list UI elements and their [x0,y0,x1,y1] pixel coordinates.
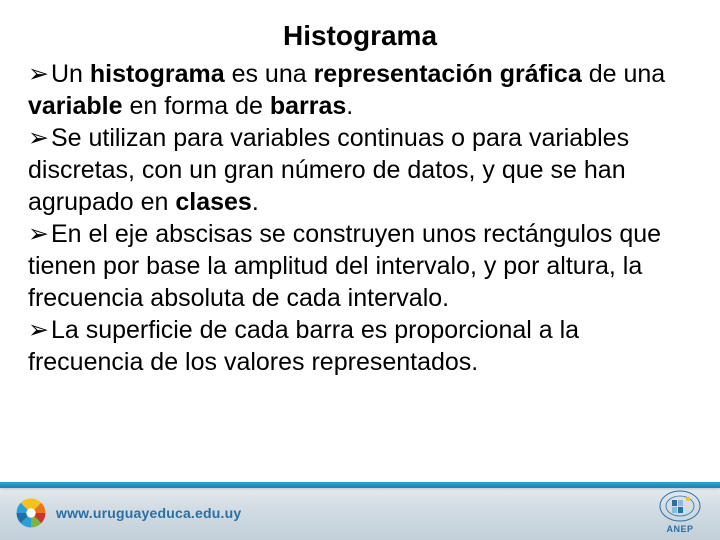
bullet-item: ➢Un histograma es una representación grá… [28,60,665,120]
page-title: Histograma [28,20,692,52]
bullet-arrow-icon: ➢ [28,314,49,346]
footer: www.uruguayeduca.edu.uy ANEP [0,478,720,540]
body-text: es una [225,60,314,88]
bold-text: histograma [90,60,225,88]
body-text: . [346,92,353,120]
bold-text: barras [270,92,346,120]
bullet-item: ➢Se utilizan para variables continuas o … [28,124,629,216]
body-text: En el eje abscisas se construyen unos re… [28,220,661,312]
body-text: . [252,188,259,216]
body-text: Se utilizan para variables continuas o p… [28,124,629,216]
footer-org-label: ANEP [658,524,702,534]
bold-text: variable [28,92,123,120]
bullet-arrow-icon: ➢ [28,58,49,90]
bullet-arrow-icon: ➢ [28,218,49,250]
bullet-arrow-icon: ➢ [28,122,49,154]
bullet-item: ➢La superficie de cada barra es proporci… [28,316,579,376]
body-text: en forma de [123,92,270,120]
bold-text: representación gráfica [314,60,582,88]
sunburst-icon [14,496,48,530]
slide-body: ➢Un histograma es una representación grá… [28,58,692,378]
anep-shield-icon [658,489,702,523]
footer-right-logo-group: ANEP [658,489,702,534]
footer-accent-bar [0,482,720,488]
bullet-item: ➢En el eje abscisas se construyen unos r… [28,220,661,312]
body-text: La superficie de cada barra es proporcio… [28,316,579,376]
footer-left-logo-group: www.uruguayeduca.edu.uy [14,496,241,530]
footer-url: www.uruguayeduca.edu.uy [56,505,241,521]
bold-text: clases [175,188,251,216]
body-text: de una [582,60,665,88]
slide: Histograma ➢Un histograma es una represe… [0,0,720,540]
body-text: Un [51,60,90,88]
